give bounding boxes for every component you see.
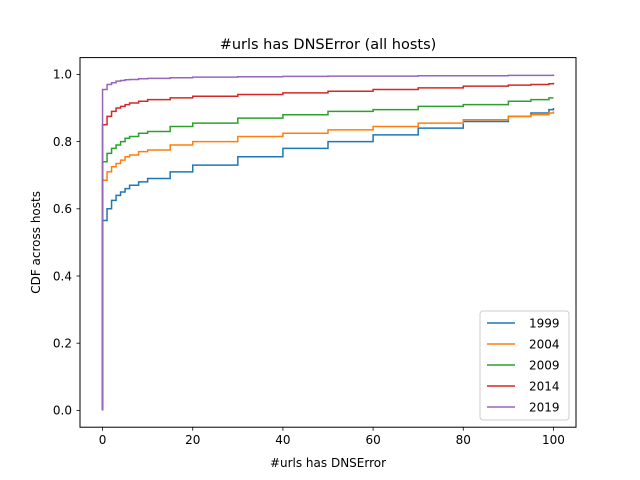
y-tick-label: 0.6 <box>53 202 72 216</box>
legend-items: 1999 2004 2009 2014 2019 <box>487 316 560 414</box>
x-tick-label: 0 <box>99 433 107 447</box>
legend-label: 2019 <box>529 400 560 414</box>
legend-label: 2014 <box>529 379 560 393</box>
y-axis-ticks: 0.0 0.2 0.4 0.6 0.8 1.0 <box>53 68 80 418</box>
plot-area <box>79 57 577 428</box>
series-line-1999 <box>101 108 555 411</box>
x-tick-label: 40 <box>275 433 290 447</box>
y-tick-label: 0.4 <box>53 269 72 283</box>
series-line-2014 <box>101 82 555 411</box>
x-axis-label: #urls has DNSError <box>270 456 386 470</box>
chart-title: #urls has DNSError (all hosts) <box>220 37 437 53</box>
y-tick-label: 1.0 <box>53 68 72 82</box>
series-line-2004 <box>101 111 555 411</box>
legend-label: 2004 <box>529 337 560 351</box>
x-axis-ticks: 0 20 40 60 80 100 <box>99 427 565 447</box>
y-axis-label: CDF across hosts <box>29 191 43 294</box>
series-layer <box>101 74 555 411</box>
x-tick-label: 100 <box>542 433 565 447</box>
legend-label: 1999 <box>529 316 560 330</box>
series-line-2019 <box>101 74 555 411</box>
axes-frame <box>79 57 577 428</box>
series-line-2009 <box>101 97 554 411</box>
x-tick-label: 60 <box>365 433 380 447</box>
x-tick-label: 20 <box>185 433 200 447</box>
legend-box <box>479 310 570 421</box>
y-tick-label: 0.0 <box>53 404 72 418</box>
legend-label: 2009 <box>529 358 560 372</box>
x-tick-label: 80 <box>456 433 471 447</box>
y-tick-label: 0.8 <box>53 135 72 149</box>
legend: 1999 2004 2009 2014 2019 <box>479 310 570 421</box>
y-tick-label: 0.2 <box>53 337 72 351</box>
